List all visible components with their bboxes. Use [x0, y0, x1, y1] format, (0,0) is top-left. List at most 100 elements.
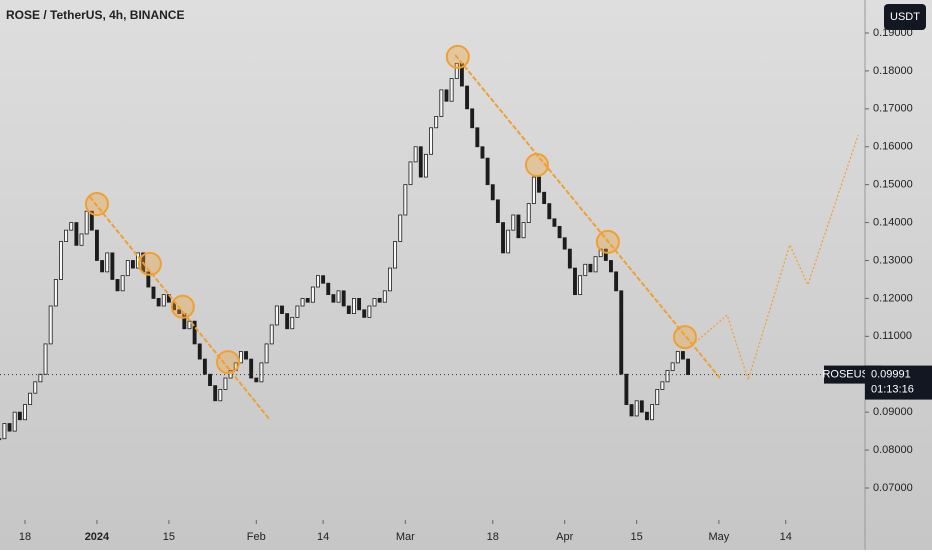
candle [521, 222, 526, 239]
candle [125, 260, 130, 277]
marker [595, 229, 620, 254]
candle [547, 203, 552, 220]
candle [403, 184, 408, 216]
y-tick-label: 0.15000 [873, 179, 913, 191]
candle [624, 373, 629, 405]
x-tick-label: Feb [247, 531, 266, 543]
candle [274, 305, 279, 326]
candle [264, 343, 269, 364]
candle [675, 351, 680, 364]
chart-title: ROSE / TetherUS, 4h, BINANCE [6, 8, 184, 22]
candle [95, 229, 99, 261]
candle [593, 256, 598, 273]
candle [177, 309, 182, 314]
y-tick-label: 0.12000 [873, 292, 913, 304]
candle [552, 218, 557, 227]
marker [524, 152, 549, 177]
candle [449, 78, 454, 102]
candle [650, 404, 655, 421]
candle [285, 313, 290, 330]
candle [470, 108, 475, 129]
candle [28, 392, 33, 405]
candle [501, 222, 505, 254]
candle [423, 153, 428, 178]
candle [465, 85, 469, 110]
countdown: 01:13:16 [871, 383, 914, 395]
candle [316, 275, 320, 288]
y-tick-label: 0.16000 [873, 141, 913, 153]
candle [490, 184, 495, 201]
candle [413, 146, 418, 163]
candle [151, 286, 156, 299]
y-tick-label: 0.17000 [873, 103, 913, 115]
candle [310, 286, 315, 303]
candle [603, 248, 608, 261]
currency-button[interactable] [884, 4, 926, 30]
candle [187, 320, 192, 330]
candle [454, 62, 459, 79]
candle [526, 203, 531, 223]
candle [197, 343, 202, 360]
candle [670, 362, 675, 371]
last-price: 0.09991 [871, 368, 911, 380]
candle [0, 438, 2, 441]
x-tick-label: 14 [317, 531, 329, 543]
candle [367, 305, 372, 318]
candle [12, 411, 17, 432]
candle [244, 351, 248, 360]
candle [408, 161, 413, 186]
x-tick-label: 15 [631, 531, 643, 543]
candle [573, 267, 577, 296]
candle [506, 229, 511, 254]
candle [429, 127, 434, 155]
candle [110, 252, 115, 280]
candle [23, 404, 27, 421]
candle [639, 400, 644, 413]
candle [331, 294, 336, 303]
candle [444, 89, 449, 102]
candle [290, 316, 295, 330]
marker [445, 44, 470, 69]
candle [238, 351, 243, 364]
candle [393, 241, 398, 269]
candle [43, 343, 48, 375]
candle [2, 423, 7, 440]
candle [588, 263, 593, 273]
projection [691, 134, 859, 382]
candle [537, 176, 541, 193]
x-tick-label: Apr [556, 531, 573, 543]
candle [295, 305, 300, 318]
candle [485, 157, 490, 186]
candle [115, 279, 120, 292]
candle [259, 362, 264, 383]
currency-label[interactable]: USDT [890, 11, 920, 23]
candle [614, 271, 619, 292]
candle [346, 305, 351, 314]
candle [269, 324, 274, 345]
y-tick-label: 0.09000 [873, 406, 913, 418]
x-tick-label: 15 [163, 531, 175, 543]
candle [300, 298, 305, 307]
candle [321, 275, 326, 284]
candle [434, 116, 439, 129]
candle [305, 298, 310, 303]
y-tick-label: 0.08000 [873, 444, 913, 456]
candle [53, 279, 58, 307]
candle [362, 309, 367, 318]
candle [655, 389, 660, 405]
candle [84, 210, 89, 235]
candle [480, 146, 485, 159]
y-tick-label: 0.14000 [873, 216, 913, 228]
marker [672, 325, 697, 350]
candle [120, 275, 125, 292]
candle [79, 233, 84, 246]
y-tick-label: 0.11000 [873, 330, 912, 342]
last-price-box [865, 365, 932, 400]
candle [578, 275, 583, 296]
y-tick-label: 0.19000 [873, 27, 913, 39]
candle [567, 248, 572, 269]
candle [341, 290, 346, 307]
candle [665, 370, 670, 383]
